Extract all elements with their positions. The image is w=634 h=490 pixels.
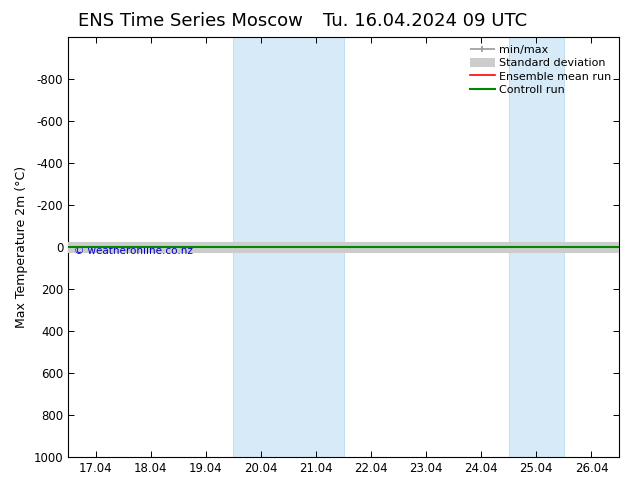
Text: Tu. 16.04.2024 09 UTC: Tu. 16.04.2024 09 UTC <box>323 12 527 30</box>
Bar <box>509 37 564 457</box>
Bar <box>233 37 344 457</box>
Text: ENS Time Series Moscow: ENS Time Series Moscow <box>78 12 302 30</box>
Legend: min/max, Standard deviation, Ensemble mean run, Controll run: min/max, Standard deviation, Ensemble me… <box>468 43 614 97</box>
Text: © weatheronline.co.nz: © weatheronline.co.nz <box>74 246 193 256</box>
Y-axis label: Max Temperature 2m (°C): Max Temperature 2m (°C) <box>15 166 28 328</box>
